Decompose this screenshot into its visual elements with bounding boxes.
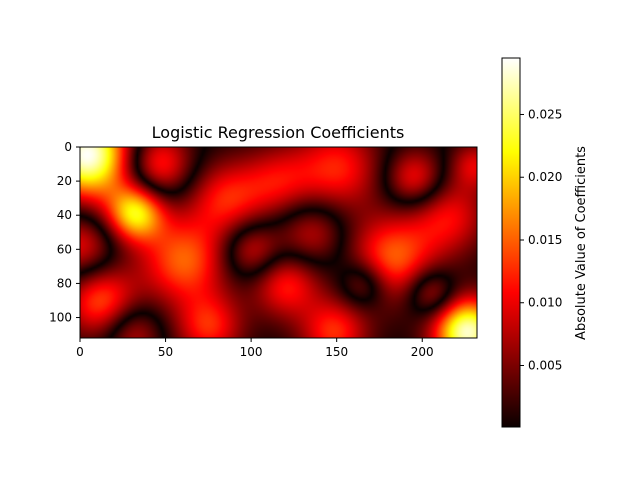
colorbar-tick-label: 0.025	[528, 107, 562, 121]
x-tick-label: 200	[411, 345, 434, 359]
heatmap-area	[79, 146, 478, 339]
y-tick-label: 100	[49, 311, 72, 325]
x-tick-label: 50	[158, 345, 173, 359]
heatmap-canvas	[80, 147, 477, 338]
colorbar: 0.005 0.010 0.015 0.020 0.025 Absolute Value…	[501, 57, 589, 428]
x-tick-label: 150	[325, 345, 348, 359]
colorbar-tick-label: 0.010	[528, 296, 562, 310]
colorbar-tick-label: 0.015	[528, 233, 562, 247]
x-tick-label: 100	[240, 345, 263, 359]
colorbar-label: Absolute Value of Coefficients	[574, 146, 589, 340]
y-axis: 0 20 40 60 80 100	[49, 140, 80, 325]
x-tick-label: 0	[76, 345, 84, 359]
x-axis: 0 50 100 150 200	[76, 338, 434, 359]
chart-title: Logistic Regression Coefficients	[152, 123, 405, 142]
colorbar-ticks: 0.005 0.010 0.015 0.020 0.025	[520, 107, 562, 373]
colorbar-tick-label: 0.005	[528, 359, 562, 373]
y-tick-label: 0	[64, 140, 72, 154]
y-tick-label: 80	[57, 276, 72, 290]
heatmap-frame	[79, 146, 478, 339]
colorbar-tick-label: 0.020	[528, 170, 562, 184]
colorbar-gradient	[501, 57, 521, 428]
y-tick-label: 40	[57, 208, 72, 222]
y-tick-label: 60	[57, 242, 72, 256]
y-tick-label: 20	[57, 174, 72, 188]
